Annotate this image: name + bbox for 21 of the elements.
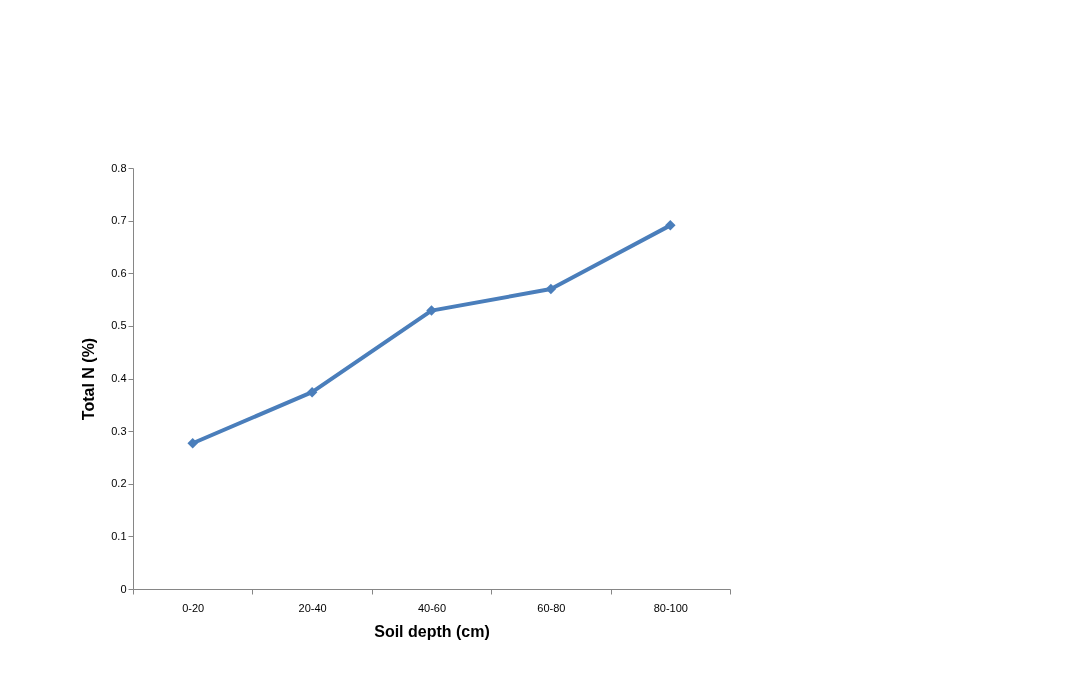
point [665, 220, 676, 231]
y-tick-label: 0.7 [111, 214, 127, 227]
y-tick-label: 0.5 [111, 319, 127, 332]
y-tick-label: 0 [120, 582, 127, 595]
y-tick-label: 0.6 [111, 266, 127, 279]
y-tick-label: 0.4 [111, 372, 127, 384]
x-tick-label: 0-20 [182, 601, 205, 614]
y-tick-label: 0.3 [111, 424, 127, 437]
point [545, 283, 557, 295]
y-axis-title: Total N (%) [80, 337, 98, 421]
y-tick-label: 0.1 [111, 529, 127, 542]
x-tick-label: 40-60 [417, 601, 447, 614]
x-tick-label: 60-80 [537, 601, 566, 614]
point [426, 305, 437, 316]
x-tick-label: 20-40 [298, 601, 327, 614]
y-tick-label: 0.8 [111, 161, 127, 174]
y-tick-label: 0.2 [111, 477, 127, 490]
point [306, 386, 318, 398]
x-tick-label: 80-100 [653, 601, 688, 614]
point [187, 437, 198, 449]
x-axis-title: Soil depth (cm) [374, 622, 490, 640]
